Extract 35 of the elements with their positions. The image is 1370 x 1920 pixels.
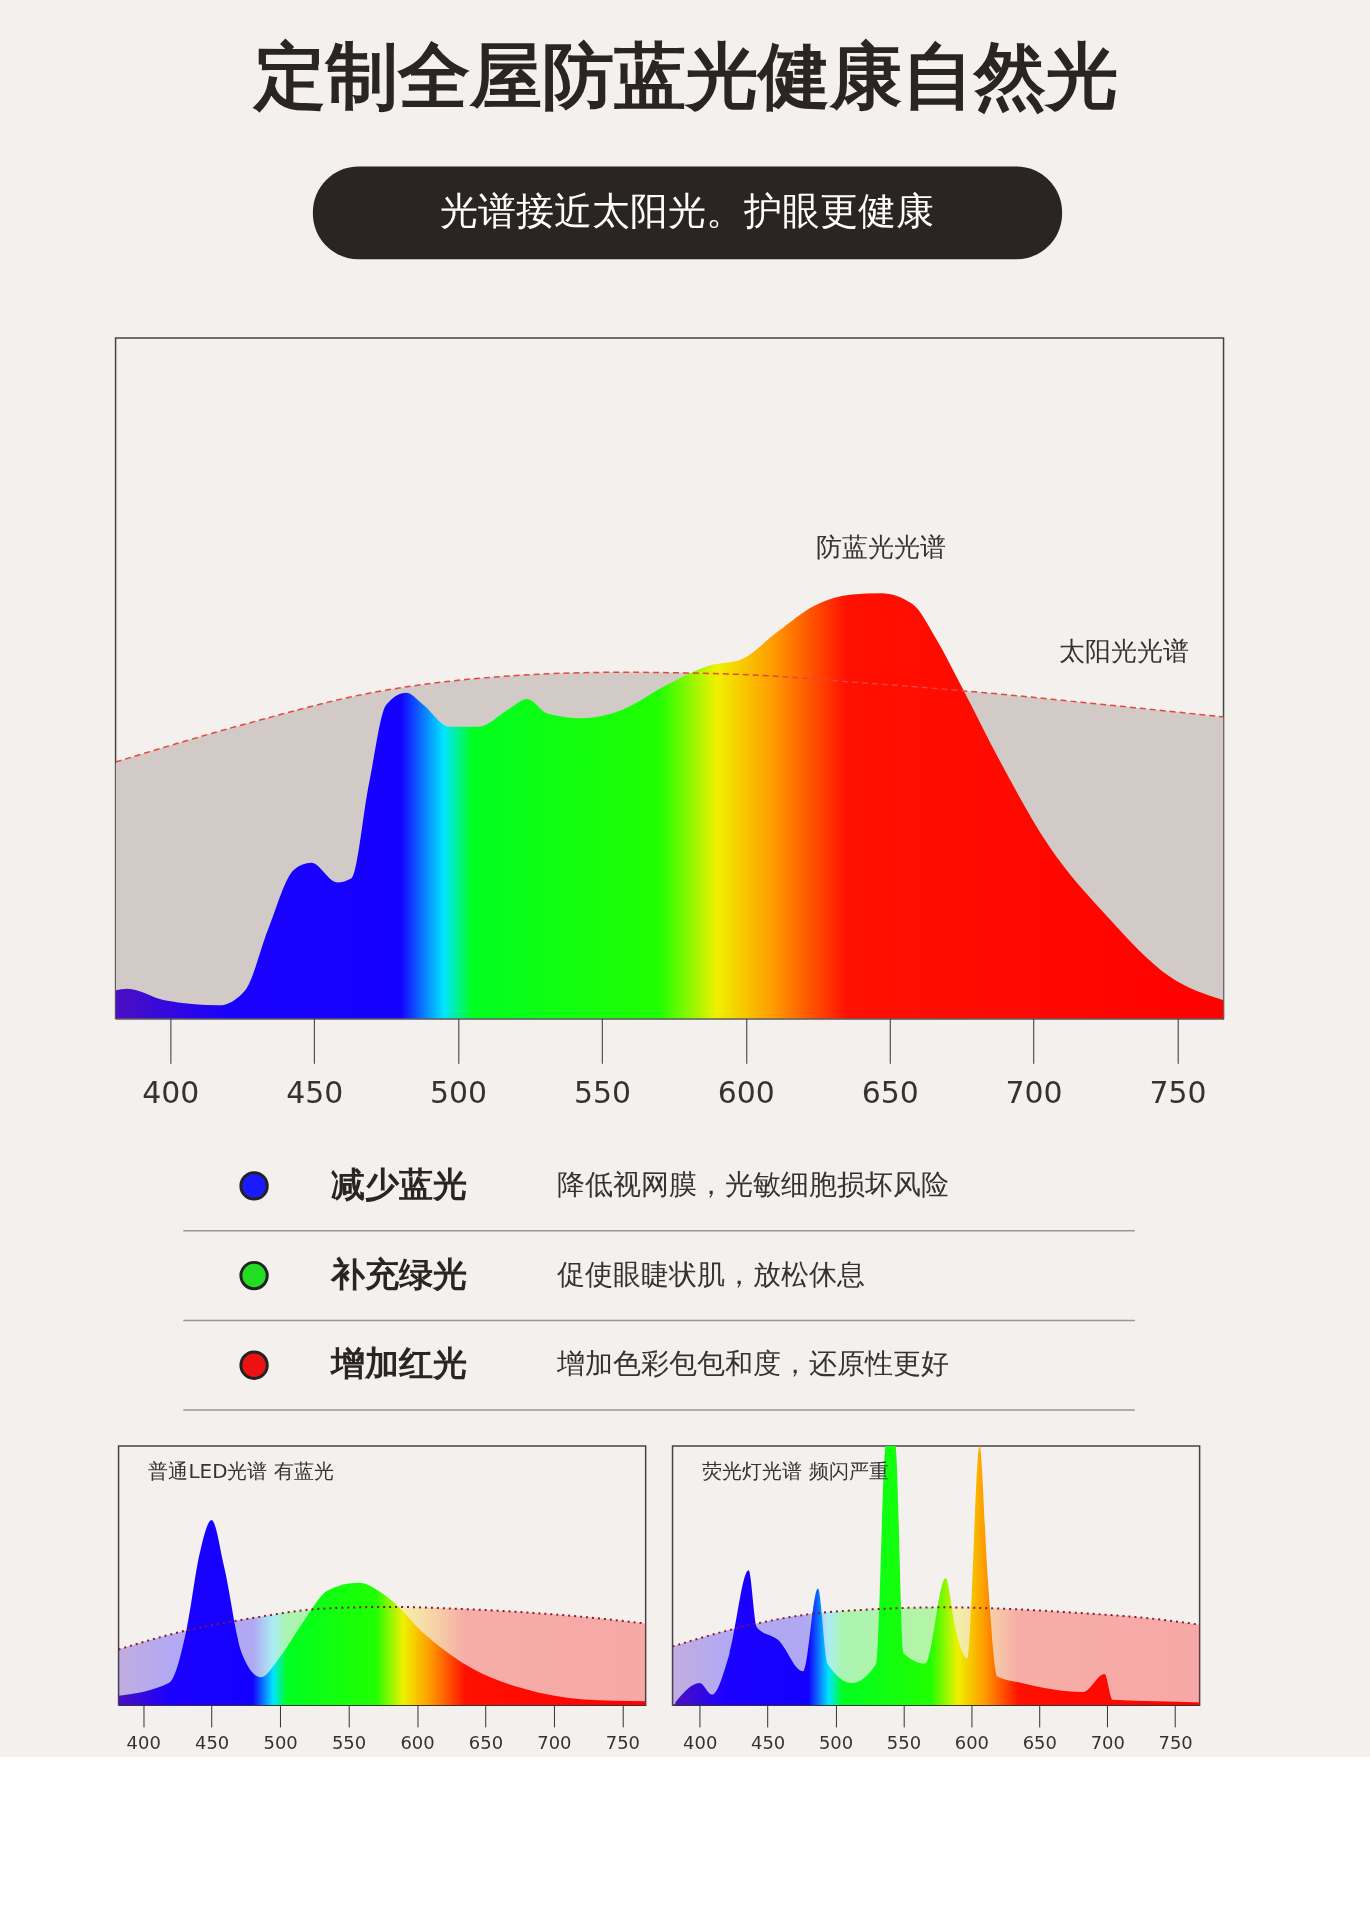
x-tick-label: 700 xyxy=(1005,1075,1063,1111)
x-tick-label: 400 xyxy=(126,1732,161,1754)
series-label: 防蓝光光谱 xyxy=(816,532,947,563)
x-tick-label: 600 xyxy=(400,1732,435,1754)
text: 降低视网膜，光敏细胞损坏风险 xyxy=(556,1167,949,1201)
text: 普通LED光谱 有蓝光 xyxy=(148,1459,334,1483)
category-label: 补充绿光 xyxy=(329,1254,467,1294)
x-tick-label: 500 xyxy=(263,1732,298,1754)
x-tick-label: 650 xyxy=(861,1075,919,1111)
x-tick-label: 450 xyxy=(286,1075,344,1111)
x-tick-label: 700 xyxy=(537,1732,572,1754)
x-tick-label: 700 xyxy=(1090,1732,1125,1754)
x-tick-label: 750 xyxy=(1158,1732,1193,1754)
x-tick-label: 650 xyxy=(1022,1732,1057,1754)
x-tick-label: 750 xyxy=(1149,1075,1207,1111)
x-tick-label: 400 xyxy=(683,1732,718,1754)
chart-title: 定制全屋防蓝光健康自然光 xyxy=(252,33,1119,118)
x-tick-label: 500 xyxy=(818,1732,854,1754)
text: 促使眼睫状肌，放松休息 xyxy=(556,1257,865,1291)
x-tick-label: 600 xyxy=(717,1075,775,1111)
x-tick-label: 450 xyxy=(751,1732,786,1754)
text: 增加色彩包包和度，还原性更好 xyxy=(555,1347,949,1381)
series-label: 太阳光光谱 xyxy=(1058,636,1189,667)
x-tick-label: 650 xyxy=(468,1732,504,1754)
x-tick-label: 600 xyxy=(954,1732,990,1754)
x-tick-label: 450 xyxy=(195,1732,230,1754)
x-tick-label: 750 xyxy=(605,1732,640,1754)
category-label: 减少蓝光 xyxy=(330,1164,467,1204)
x-tick-label: 550 xyxy=(573,1075,631,1111)
x-tick-label: 400 xyxy=(142,1075,200,1111)
category-label: 增加红光 xyxy=(328,1344,467,1384)
x-tick-label: 550 xyxy=(886,1732,922,1754)
chart-subtitle: 光谱接近太阳光。护眼更健康 xyxy=(440,189,935,234)
x-tick-label: 500 xyxy=(430,1075,488,1111)
x-tick-label: 550 xyxy=(331,1732,367,1754)
